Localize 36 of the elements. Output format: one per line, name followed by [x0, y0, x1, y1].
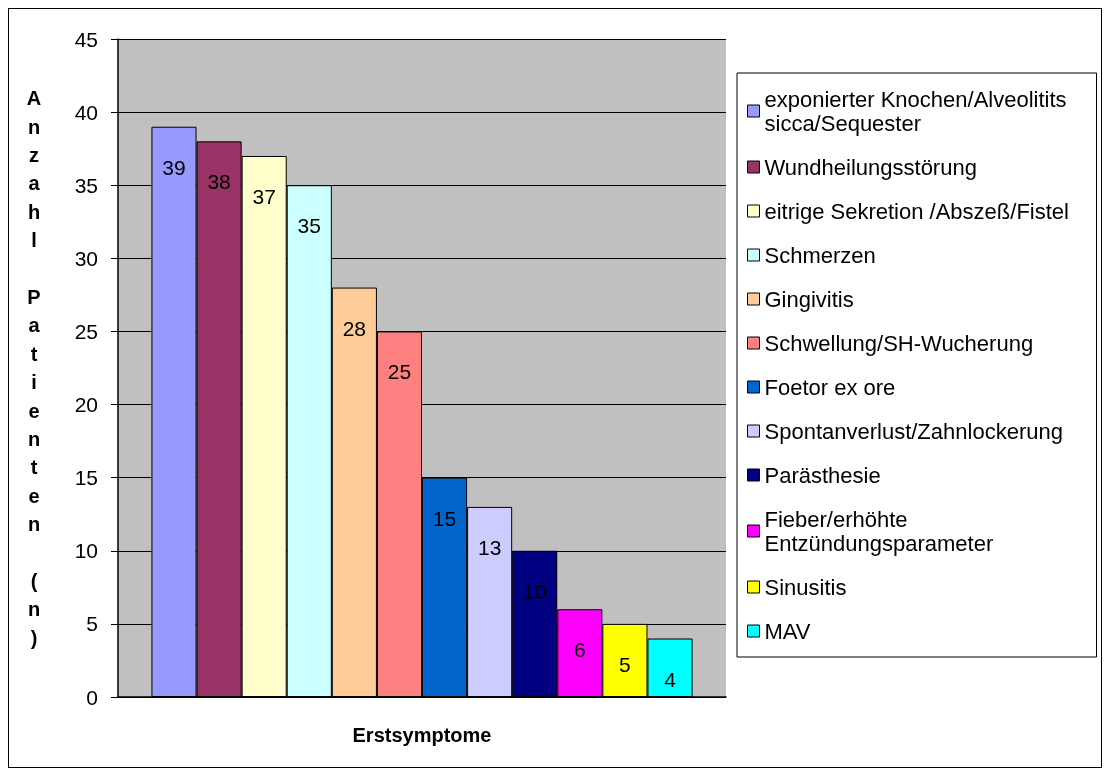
y-tick-label: 25: [74, 319, 98, 343]
data-label: 39: [162, 155, 186, 179]
legend-label: eitrige Sekretion /Abszeß/Fistel: [764, 198, 1069, 224]
y-tick-label: 0: [86, 685, 98, 709]
y-tick-label: 40: [74, 100, 98, 124]
legend-label: Schwellung/SH-Wucherung: [764, 330, 1034, 356]
legend-label: Gingivitis: [764, 286, 854, 312]
y-tick-label: 20: [74, 393, 98, 417]
data-label: 35: [297, 214, 321, 238]
data-label: 13: [477, 535, 502, 559]
legend-label: Wundheilungsstörung: [764, 154, 977, 180]
data-label: 6: [573, 638, 586, 662]
legend-label: exponierter Knochen/Alveolitits sicca/Sequester: [764, 86, 1073, 136]
legend-label: Sinusitis: [764, 574, 847, 600]
data-label: 10: [523, 579, 547, 603]
data-label: 25: [387, 360, 412, 384]
y-tick-label: 15: [74, 466, 98, 490]
text: Anzahl Patienten (n): [26, 87, 42, 649]
data-label: 4: [664, 667, 677, 691]
legend-label: MAV: [764, 618, 811, 644]
legend-label: Fieber/erhöhte Entzündungsparameter: [764, 506, 994, 556]
legend-label: Parästhesie: [764, 462, 881, 488]
data-label: 37: [252, 184, 276, 208]
legend-label: Schmerzen: [764, 242, 876, 268]
y-tick-label: 45: [74, 27, 98, 51]
data-label: 38: [207, 170, 231, 194]
y-tick-label: 35: [74, 173, 98, 197]
y-tick-label: 30: [74, 246, 98, 270]
data-label: 5: [619, 652, 631, 676]
data-label: 28: [342, 316, 367, 340]
data-label: 15: [432, 506, 457, 530]
x-axis-title: Erstsymptome: [352, 724, 492, 746]
y-tick-label: 10: [74, 539, 98, 563]
legend-label: Spontanverlust/Zahnlockerung: [764, 418, 1063, 444]
y-tick-label: 5: [86, 612, 98, 636]
legend-label: Foetor ex ore: [764, 374, 896, 400]
